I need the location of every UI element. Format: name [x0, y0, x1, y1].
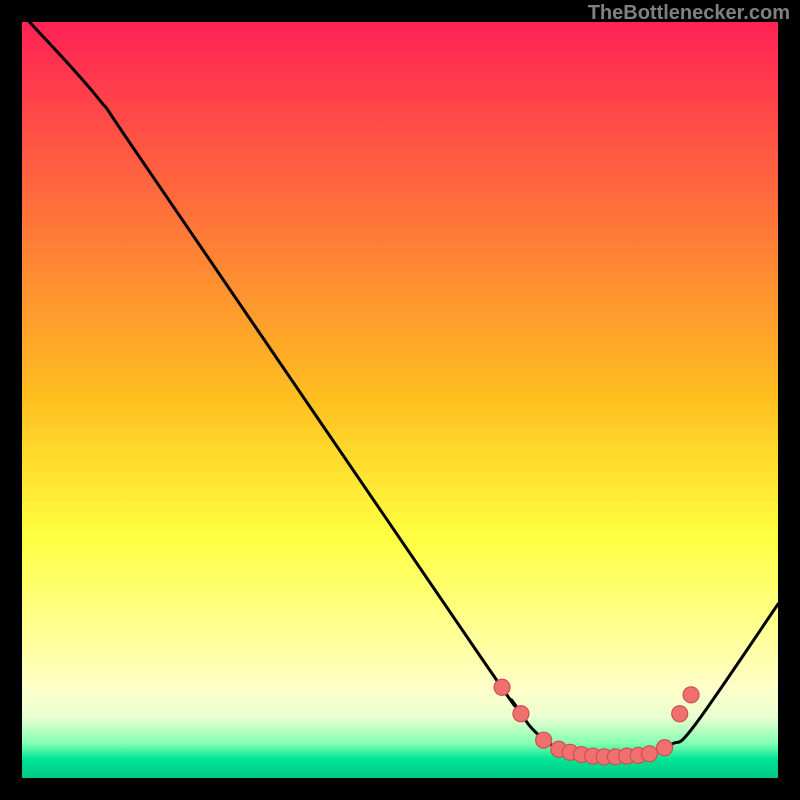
data-marker — [672, 706, 688, 722]
data-marker — [536, 732, 552, 748]
data-marker — [683, 687, 699, 703]
chart-background — [22, 22, 778, 778]
data-marker — [657, 740, 673, 756]
data-marker — [641, 746, 657, 762]
plot-area — [22, 22, 778, 778]
data-marker — [513, 706, 529, 722]
chart-container: TheBottlenecker.com — [0, 0, 800, 800]
data-marker — [494, 679, 510, 695]
chart-svg — [22, 22, 778, 778]
watermark-text: TheBottlenecker.com — [588, 2, 790, 25]
